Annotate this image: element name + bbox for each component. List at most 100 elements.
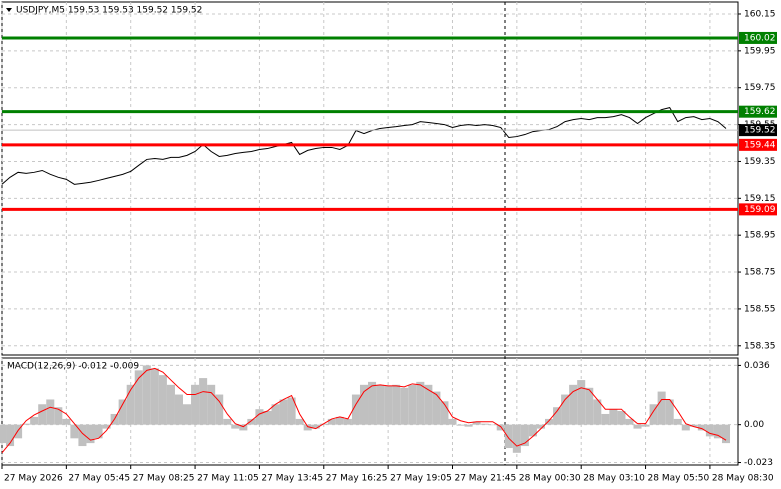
histogram-bar [649,404,658,425]
histogram-bar [713,424,722,439]
histogram-bar [0,424,7,444]
histogram-bar [448,418,457,425]
level-label: 160.02 [744,33,776,43]
histogram-bar [86,424,95,444]
histogram-bar [174,394,183,425]
histogram-bar [94,424,103,439]
histogram-bar [368,381,377,425]
histogram-bar [215,394,224,425]
histogram-bar [183,404,192,425]
y-tick-label: 158.35 [744,341,776,351]
histogram-bar [512,424,521,453]
histogram-bar [633,424,642,429]
histogram-bar [231,424,240,429]
histogram-bar [150,368,159,425]
histogram-bar [721,424,731,444]
level-label: 159.62 [744,107,776,117]
histogram-bar [142,365,151,425]
histogram-bar [271,404,280,425]
histogram-bar [38,404,47,425]
x-tick-label: 27 May 21:45 [454,474,516,484]
histogram-bar [697,424,706,431]
histogram-bar [593,399,602,425]
histogram-bar [561,394,570,425]
histogram-bar [585,387,594,425]
x-tick-label: 27 May 16:25 [326,474,388,484]
y-tick-label: 159.95 [744,46,776,56]
y-tick-label: 159.75 [744,83,776,93]
histogram-bar [166,384,175,425]
y-tick-label: 160.15 [744,9,776,19]
histogram-bar [118,399,127,425]
histogram-bar [126,384,135,425]
histogram-bar [520,424,529,447]
y-tick-label: 158.55 [744,304,776,314]
symbol-menu-icon[interactable] [6,8,12,12]
histogram-bar [440,401,449,425]
x-tick-label: 28 May 00:30 [519,474,581,484]
x-tick-label: 28 May 08:30 [712,474,774,484]
last-price-label: 159.52 [744,126,776,136]
y-tick-label: 159.15 [744,194,776,204]
histogram-bar [617,411,626,425]
histogram-bar [689,424,698,427]
histogram-bar [102,424,111,429]
histogram-bar [657,391,666,425]
histogram-bar [681,424,690,431]
histogram-bar [295,418,304,425]
chart-title: USDJPY,M5 159.53 159.53 159.52 159.52 [16,6,202,16]
level-label-box [739,138,777,151]
histogram-bar [239,424,248,431]
histogram-bar [496,424,505,431]
x-tick-label: 27 May 13:45 [261,474,323,484]
histogram-bar [408,384,417,425]
histogram-bar [303,424,312,431]
series-line [1,107,727,185]
y-tick-label: 159.35 [744,157,776,167]
histogram-bar [78,424,87,447]
histogram-bar [416,381,425,425]
histogram-bar [6,424,15,447]
histogram-bar [158,375,167,425]
histogram-bar [14,424,23,439]
x-tick-label: 27 May 08:25 [133,474,195,484]
histogram-bar [384,385,393,425]
histogram-bar [46,399,55,425]
x-tick-label: 28 May 03:10 [583,474,645,484]
histogram-bar [191,384,200,425]
histogram-bar [665,399,674,425]
histogram-bar [343,418,352,425]
histogram-bar [247,418,256,425]
histogram-bar [472,421,481,425]
histogram-bar [287,397,296,425]
histogram-bar [223,418,232,425]
histogram-bar [311,424,320,429]
histogram-bar [480,423,489,425]
x-tick-label: 27 May 05:45 [68,474,130,484]
histogram-bar [30,416,39,425]
histogram-bar [54,407,63,425]
histogram-bar [577,380,586,425]
histogram-bar [424,384,433,425]
histogram-bar [545,418,554,425]
histogram-bar [536,424,545,429]
histogram-bar [609,409,618,425]
histogram-bar [207,384,216,425]
histogram-bar [62,418,71,425]
last-price-box [739,124,777,137]
histogram-bar [263,411,272,425]
histogram-bar [400,387,409,425]
level-label: 159.09 [744,205,776,215]
level-label: 159.44 [744,140,776,150]
histogram-bar [351,394,360,425]
x-tick-label: 27 May 11:05 [197,474,259,484]
y-tick-label: 0.00 [744,420,764,430]
histogram-bar [359,384,369,425]
histogram-bar [528,424,537,437]
x-tick-label: 27 May 2026 [4,474,63,484]
histogram-bar [504,424,513,449]
histogram-bar [673,418,682,425]
y-tick-label: 158.95 [744,231,776,241]
y-tick-label: 158.75 [744,268,776,278]
